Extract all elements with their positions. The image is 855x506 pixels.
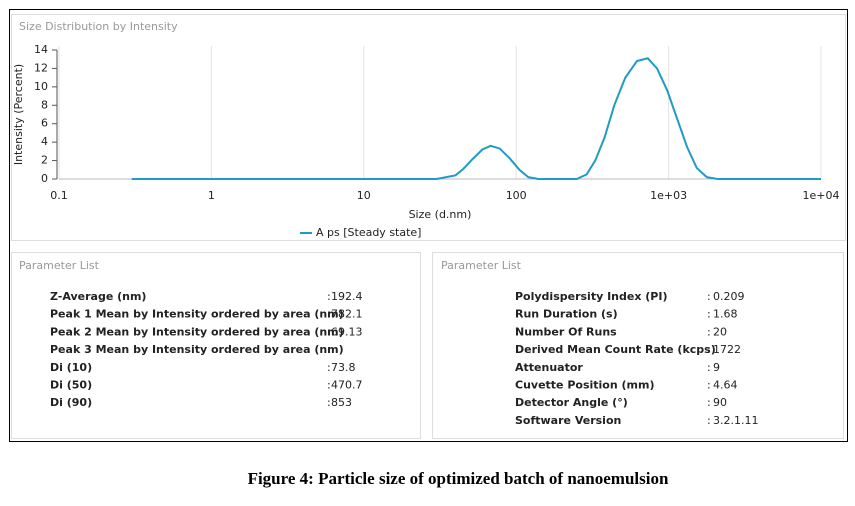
param-panel bbox=[432, 252, 844, 439]
panel-title: Size Distribution by Intensity bbox=[19, 20, 178, 33]
x-tick-label: 10 bbox=[357, 189, 371, 202]
param-label: Di (50) bbox=[50, 379, 92, 392]
separator: : bbox=[707, 379, 711, 392]
param-value: 782.1 bbox=[331, 308, 363, 321]
y-tick-label: 14 bbox=[34, 43, 48, 56]
separator: : bbox=[327, 325, 331, 338]
x-tick-label: 100 bbox=[506, 189, 527, 202]
param-value: 69.13 bbox=[331, 325, 363, 338]
param-label: Peak 1 Mean by Intensity ordered by area… bbox=[50, 308, 344, 321]
separator: : bbox=[707, 308, 711, 321]
param-value: 0.209 bbox=[713, 290, 745, 303]
param-label: Attenuator bbox=[515, 361, 583, 374]
param-label: Derived Mean Count Rate (kcps) bbox=[515, 343, 716, 356]
separator: : bbox=[327, 361, 331, 374]
param-value: 3.2.1.11 bbox=[713, 414, 758, 427]
param-value: 470.7 bbox=[331, 379, 363, 392]
param-label: Peak 2 Mean by Intensity ordered by area… bbox=[50, 325, 344, 338]
x-tick-label: 1 bbox=[208, 189, 215, 202]
y-tick-label: 2 bbox=[41, 154, 48, 167]
y-tick-label: 4 bbox=[41, 135, 48, 148]
caption: Figure 4: Particle size of optimized bat… bbox=[248, 469, 669, 488]
x-tick-label: 1e+04 bbox=[803, 189, 840, 202]
x-tick-label: 1e+03 bbox=[650, 189, 687, 202]
separator: : bbox=[327, 308, 331, 321]
separator: : bbox=[707, 325, 711, 338]
y-tick-label: 12 bbox=[34, 61, 48, 74]
separator: : bbox=[327, 379, 331, 392]
param-label: Software Version bbox=[515, 414, 621, 427]
param-value: 853 bbox=[331, 396, 352, 409]
y-tick-label: 0 bbox=[41, 172, 48, 185]
param-value: 20 bbox=[713, 325, 727, 338]
param-value: 4.64 bbox=[713, 379, 738, 392]
param-label: Run Duration (s) bbox=[515, 308, 618, 321]
separator: : bbox=[327, 343, 331, 356]
separator: : bbox=[327, 290, 331, 303]
separator: : bbox=[707, 396, 711, 409]
x-tick-label: 0.1 bbox=[50, 189, 68, 202]
panel-title: Parameter List bbox=[441, 259, 522, 272]
param-panel bbox=[11, 252, 421, 439]
legend-label: A ps [Steady state] bbox=[316, 226, 421, 239]
param-value: 1722 bbox=[713, 343, 741, 356]
param-label: Di (10) bbox=[50, 361, 92, 374]
panel-title: Parameter List bbox=[19, 259, 100, 272]
param-value: 192.4 bbox=[331, 290, 363, 303]
data-line bbox=[131, 57, 821, 180]
param-label: Peak 3 Mean by Intensity ordered by area… bbox=[50, 343, 344, 356]
param-value: 73.8 bbox=[331, 361, 356, 374]
separator: : bbox=[327, 396, 331, 409]
y-tick-label: 6 bbox=[41, 117, 48, 130]
param-label: Detector Angle (°) bbox=[515, 396, 628, 409]
param-value: 9 bbox=[713, 361, 720, 374]
y-tick-label: 10 bbox=[34, 80, 48, 93]
param-value: 1.68 bbox=[713, 308, 738, 321]
y-axis-label: Intensity (Percent) bbox=[12, 64, 25, 165]
param-label: Z-Average (nm) bbox=[50, 290, 146, 303]
param-value: 90 bbox=[713, 396, 727, 409]
param-label: Cuvette Position (mm) bbox=[515, 379, 655, 392]
separator: : bbox=[707, 414, 711, 427]
separator: : bbox=[707, 343, 711, 356]
chart-panel bbox=[11, 14, 846, 241]
param-label: Polydispersity Index (PI) bbox=[515, 290, 667, 303]
param-label: Di (90) bbox=[50, 396, 92, 409]
x-axis-label: Size (d.nm) bbox=[409, 208, 472, 221]
separator: : bbox=[707, 290, 711, 303]
param-label: Number Of Runs bbox=[515, 325, 617, 338]
y-tick-label: 8 bbox=[41, 98, 48, 111]
separator: : bbox=[707, 361, 711, 374]
